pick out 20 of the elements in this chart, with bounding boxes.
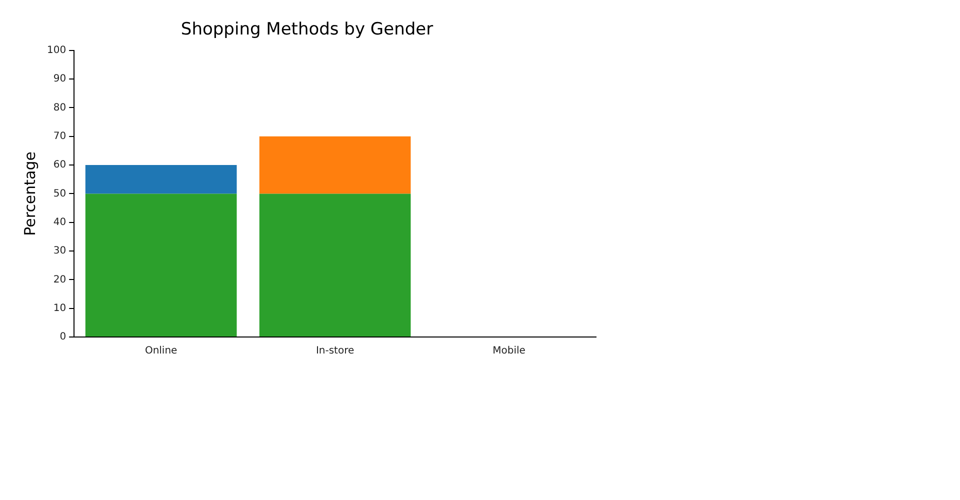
y-tick-label: 0 xyxy=(60,332,66,343)
bar xyxy=(259,194,411,336)
y-tick-label: 80 xyxy=(53,102,66,114)
y-tick-label: 70 xyxy=(53,130,66,142)
y-axis-title: Percentage xyxy=(20,152,39,236)
y-tick-label: 90 xyxy=(53,74,66,85)
x-tick-label: Mobile xyxy=(492,346,526,357)
bar xyxy=(85,194,237,336)
x-tick-label: Online xyxy=(144,346,178,357)
y-tick-label: 100 xyxy=(46,44,66,56)
y-tick-label: 20 xyxy=(53,274,66,286)
x-tick-label: In-store xyxy=(316,346,354,357)
bar xyxy=(85,165,237,194)
chart-title: Shopping Methods by Gender xyxy=(180,20,434,40)
y-tick-label: 10 xyxy=(53,302,66,314)
y-tick-label: 40 xyxy=(53,216,66,228)
y-tick-label: 50 xyxy=(53,188,66,200)
bar xyxy=(259,136,411,194)
y-tick-label: 60 xyxy=(53,160,66,171)
y-tick-label: 30 xyxy=(53,246,66,257)
